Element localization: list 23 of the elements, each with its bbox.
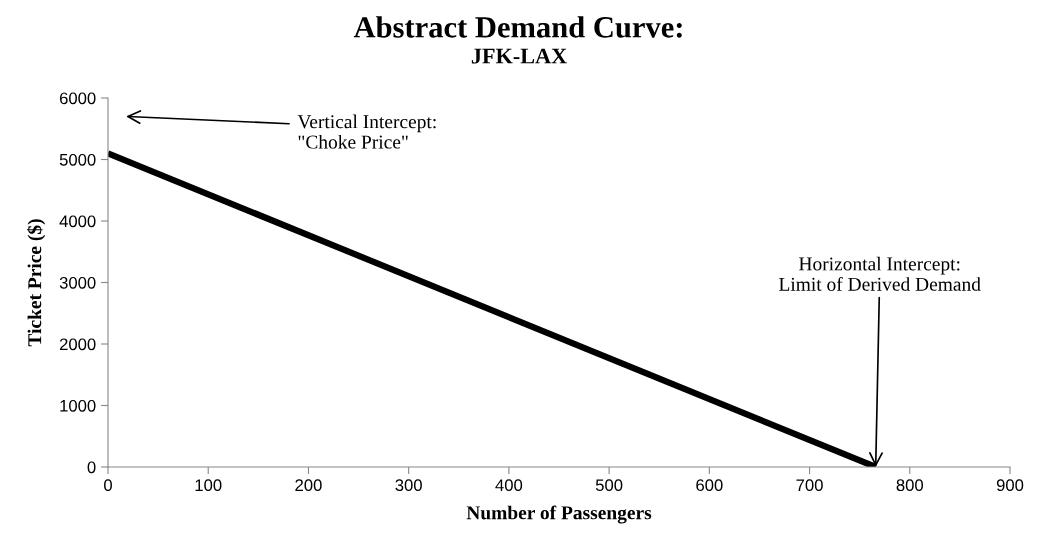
chart-subtitle: JFK-LAX <box>471 48 567 64</box>
y-tick-label: 2000 <box>59 338 96 351</box>
y-tick-label: 3000 <box>59 276 96 289</box>
x-tick-label: 900 <box>996 479 1024 492</box>
x-tick-label: 800 <box>896 479 924 492</box>
x-tick-label: 700 <box>796 479 823 492</box>
x-tick-label: 100 <box>195 479 222 492</box>
chart-title: Abstract Demand Curve: <box>353 16 682 38</box>
y-tick-label: 6000 <box>59 92 96 105</box>
y-tick-label: 1000 <box>60 399 96 412</box>
x-tick-label: 0 <box>104 479 112 492</box>
y-axis-title: Ticket Price ($) <box>27 219 46 347</box>
x-tick-label: 400 <box>495 479 523 492</box>
x-tick-label: 300 <box>395 479 422 492</box>
x-tick-label: 500 <box>595 479 623 492</box>
x-axis-title: Number of Passengers <box>466 505 652 524</box>
y-tick-label: 0 <box>87 461 96 474</box>
y-tick-label: 5000 <box>59 153 96 166</box>
x-tick-label: 600 <box>696 479 723 492</box>
annotation: Horizontal Intercept: Limit of Derived Demand <box>779 256 981 291</box>
x-tick-label: 200 <box>295 479 322 492</box>
annotation: Vertical Intercept: "Choke Price" <box>297 114 436 149</box>
y-tick-label: 4000 <box>59 215 96 228</box>
